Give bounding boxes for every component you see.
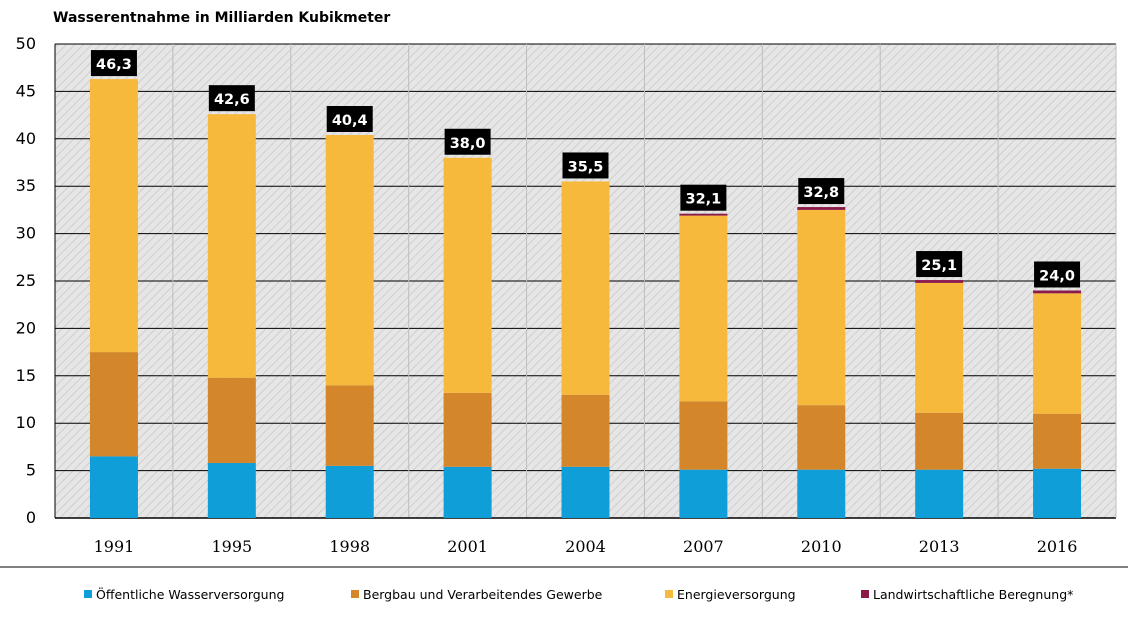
bar-segment-4 (1033, 290, 1082, 294)
bar-segment-2 (443, 392, 492, 467)
legend-swatch-2 (351, 590, 359, 598)
data-labels: 46,3 42,6 40,4 38,0 35,5 32,1 32,8 25,1 24,0 (90, 50, 1081, 288)
bar-segment-3 (915, 282, 964, 413)
bar-segment-3 (561, 181, 610, 395)
x-category-label: 1998 (329, 537, 370, 556)
total-label: 42,6 (214, 92, 250, 108)
x-category-label: 2001 (447, 537, 488, 556)
bar-segment-1 (325, 465, 374, 518)
x-category-label: 2004 (565, 537, 606, 556)
bar-segment-1 (561, 466, 610, 518)
x-category-label: 1991 (94, 537, 135, 556)
y-tick-label: 10 (16, 413, 36, 432)
total-label: 40,4 (332, 113, 368, 129)
total-label-box (680, 184, 727, 211)
total-label: 32,1 (685, 192, 721, 208)
bar-segment-1 (797, 469, 846, 518)
bar-segment-4 (915, 280, 964, 283)
y-tick-label: 20 (16, 318, 36, 337)
bar-segment-3 (679, 215, 728, 402)
bar-segment-3 (1033, 293, 1082, 414)
x-category-label: 2013 (919, 537, 960, 556)
x-category-label: 1995 (211, 537, 252, 556)
bar-segment-1 (207, 463, 256, 518)
total-label-box (90, 50, 137, 77)
bar-segment-2 (679, 401, 728, 470)
x-axis-categories: 1991 1995 1998 2001 2004 2007 2010 2013 2016 (94, 537, 1078, 556)
y-tick-label: 35 (16, 176, 36, 195)
bar-segment-1 (1033, 468, 1082, 518)
bar-segment-1 (679, 469, 728, 518)
total-label: 35,5 (568, 159, 604, 175)
bar-segment-1 (89, 456, 138, 518)
bar-segment-3 (89, 79, 138, 353)
bars (89, 79, 1082, 518)
bar-segment-2 (561, 394, 610, 467)
bar-segment-4 (679, 213, 728, 216)
bar-segment-3 (325, 135, 374, 386)
total-label: 32,8 (803, 185, 839, 201)
legend-swatch-4 (861, 590, 869, 598)
y-axis-ticks: 0 5 10 15 20 25 30 35 40 45 50 (16, 34, 36, 527)
legend-swatch-1 (84, 590, 92, 598)
bar-segment-4 (797, 207, 846, 210)
y-tick-label: 30 (16, 224, 36, 243)
bar-segment-2 (915, 412, 964, 470)
y-tick-label: 50 (16, 34, 36, 53)
bar-segment-3 (207, 114, 256, 378)
total-label: 25,1 (921, 258, 957, 274)
legend-swatch-3 (665, 590, 673, 598)
total-label-box (208, 85, 255, 112)
y-tick-label: 15 (16, 366, 36, 385)
bar-segment-2 (797, 405, 846, 470)
bar-segment-2 (1033, 413, 1082, 469)
total-label-box (798, 178, 845, 205)
y-tick-label: 25 (16, 271, 36, 290)
total-label-box (444, 128, 491, 155)
x-category-label: 2016 (1037, 537, 1078, 556)
legend-label-1: Öffentliche Wasserversorgung (96, 586, 284, 602)
y-tick-label: 5 (26, 461, 36, 480)
x-category-label: 2007 (683, 537, 724, 556)
total-label-box (1034, 261, 1081, 288)
y-tick-label: 40 (16, 129, 36, 148)
total-label: 38,0 (450, 136, 486, 152)
bar-segment-1 (915, 469, 964, 518)
legend-label-4: Landwirtschaftliche Beregnung* (873, 587, 1073, 602)
total-label: 24,0 (1039, 268, 1075, 284)
chart-title: Wasserentnahme in Milliarden Kubikmeter (53, 10, 390, 26)
bar-segment-2 (89, 352, 138, 457)
bar-segment-1 (443, 466, 492, 518)
legend-label-3: Energieversorgung (677, 587, 796, 602)
total-label: 46,3 (96, 57, 132, 73)
total-label-box (562, 152, 609, 179)
total-label-box (326, 106, 373, 133)
bar-segment-3 (797, 209, 846, 406)
legend-label-2: Bergbau und Verarbeitendes Gewerbe (363, 587, 603, 602)
y-tick-label: 45 (16, 81, 36, 100)
y-tick-label: 0 (26, 508, 36, 527)
bar-segment-2 (207, 377, 256, 464)
bar-segment-3 (443, 157, 492, 393)
legend: Öffentliche Wasserversorgung Bergbau und … (84, 586, 1073, 602)
bar-segment-2 (325, 385, 374, 466)
x-category-label: 2010 (801, 537, 842, 556)
total-label-box (916, 251, 963, 278)
